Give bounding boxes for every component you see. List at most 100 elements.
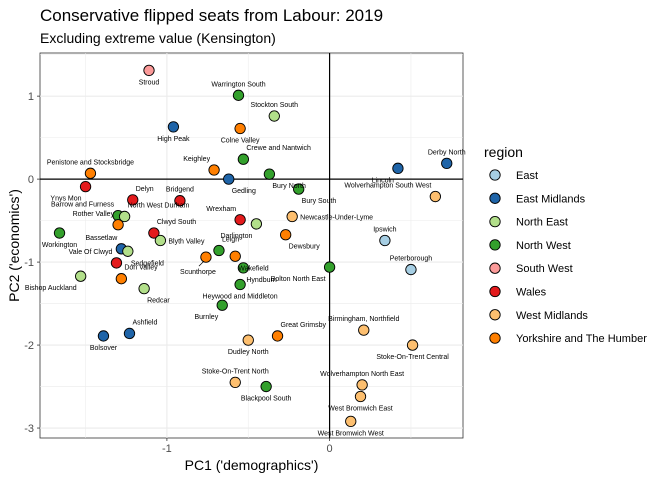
point-label: Workington [42,242,77,249]
data-point [148,227,160,239]
point-label: Stockton South [251,102,299,109]
point-label: Hyndburn [246,277,276,284]
y-tick-label: -3 [24,423,34,435]
data-point [392,162,404,174]
point-label: Blackpool South [241,396,292,403]
data-point [127,194,139,206]
data-point [405,263,417,276]
data-points [53,64,453,428]
point-label: Scunthorpe [180,269,216,276]
point-label: Ipswich [373,227,396,234]
data-point [260,380,272,393]
point-label: West Bromwich West [318,430,384,437]
data-point [237,262,250,274]
point-label: Ashfield [132,319,157,326]
data-point [208,164,220,176]
point-label: Stroud [139,79,160,86]
data-point [53,227,66,239]
point-label: Penistone and Stocksbridge [47,159,134,166]
point-label: Wolverhampton South West [344,183,431,190]
point-label: Delyn [136,186,154,193]
point-label: Leigh [222,236,239,243]
legend-swatch [489,239,501,251]
chart-title: Conservative flipped seats from Labour: … [40,6,383,25]
data-point [356,379,368,391]
data-point [441,157,453,170]
legend-label: Wales [516,287,547,299]
data-point [234,278,246,291]
legend-label: North West [516,240,571,252]
point-label: Warrington South [211,81,265,88]
y-tick-label: 1 [28,91,34,103]
point-label: Vale Of Clwyd [69,249,113,256]
point-label: Derby North [428,149,466,156]
point-label: North West Durham [128,202,190,209]
data-point [216,299,228,311]
point-label: Bridgend [166,187,194,194]
data-point [234,122,246,135]
point-label: Barrow and Furness [51,202,115,209]
data-point [123,327,136,340]
point-label: Redcar [147,298,170,305]
data-point [138,282,150,295]
point-label: Heywood and Middleton [203,293,278,300]
y-tick-label: -1 [24,257,34,269]
data-point [429,190,441,203]
y-tick-label: -2 [24,340,34,352]
point-label: Bury North [272,183,306,190]
data-point [268,110,280,122]
data-point [250,218,263,230]
point-label: Wakefield [238,265,269,272]
point-label: Bishop Auckland [25,285,77,292]
point-label: Colne Valley [221,138,260,145]
point-label: West Bromwich East [328,406,392,413]
data-point [223,173,235,185]
point-label: Wrexham [206,206,236,213]
data-point [234,214,246,226]
point-label: Lincoln [372,177,394,184]
data-point [97,330,110,342]
data-point [122,245,134,257]
data-point [293,183,305,195]
legend-label: West Midlands [516,310,588,322]
point-label: Bury South [302,198,337,205]
legend-swatch [489,262,501,274]
point-label: Dudley North [228,349,269,356]
x-tick-label: 0 [327,443,333,455]
data-point [118,210,131,223]
data-point [174,195,186,207]
point-label: Bassetlaw [85,235,118,242]
data-point [167,121,180,133]
data-point [75,270,87,282]
point-label: Clwyd South [157,219,196,226]
data-point [379,234,391,247]
point-label: High Peak [157,136,190,143]
point-label: Bolsover [90,345,118,352]
legend-swatch [489,332,501,344]
point-label: Birmingham, Northfield [328,316,399,323]
data-point [229,376,241,389]
data-point [232,89,245,101]
chart-subtitle: Excluding extreme value (Kensington) [40,30,276,46]
x-axis-title: PC1 ('demographics') [185,457,319,473]
x-axis-ticks: -1 0 [162,438,333,455]
data-point [345,415,357,428]
point-label: Bolton North East [271,276,326,283]
data-point [112,219,124,231]
legend-label: North East [516,217,568,229]
legend: region East East Midlands North East North … [484,144,647,345]
data-point [358,324,370,336]
legend-label: East [516,170,538,182]
point-label: Don Valley [124,265,158,272]
point-label: Ynys Mon [50,196,81,203]
data-point [143,64,155,77]
point-labels: Stroud Warrington South High Peak Stockton … [25,79,466,437]
data-point [242,334,254,346]
label-leader-line [198,260,205,267]
legend-swatch [489,169,501,181]
point-label: Stoke-On-Trent Central [376,354,449,361]
data-point [213,244,225,257]
point-label: Wolverhampton North East [320,371,404,378]
legend-title: region [484,144,523,160]
